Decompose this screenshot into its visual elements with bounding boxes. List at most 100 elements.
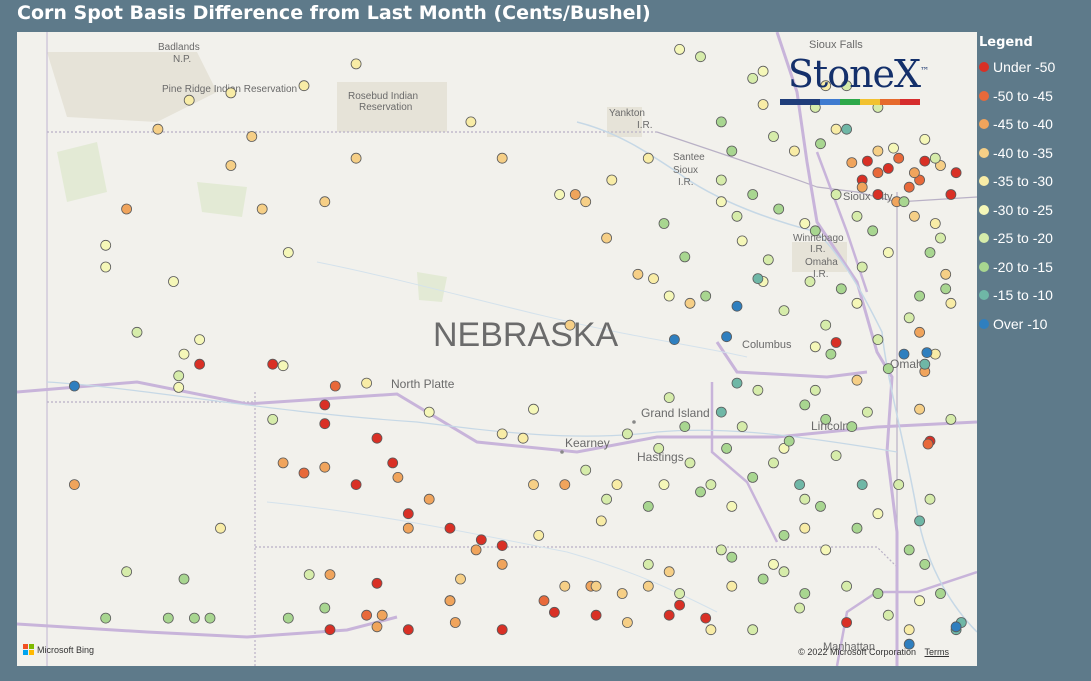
basis-point[interactable] [778, 305, 790, 317]
basis-point[interactable] [921, 347, 933, 359]
basis-point[interactable] [246, 131, 258, 142]
basis-point[interactable] [601, 493, 612, 505]
basis-point[interactable] [392, 471, 404, 483]
basis-point[interactable] [465, 116, 477, 128]
basis-point[interactable] [809, 341, 821, 353]
legend-item[interactable]: -35 to -30 [979, 167, 1089, 196]
basis-point[interactable] [715, 406, 727, 418]
basis-point[interactable] [715, 174, 727, 186]
basis-point[interactable] [622, 428, 633, 440]
basis-point[interactable] [131, 326, 143, 338]
basis-point[interactable] [549, 606, 560, 618]
basis-point[interactable] [225, 87, 237, 99]
basis-point[interactable] [935, 588, 946, 599]
basis-point[interactable] [371, 432, 383, 444]
basis-point[interactable] [820, 544, 832, 556]
basis-point[interactable] [350, 479, 362, 491]
basis-point[interactable] [778, 442, 790, 454]
basis-point[interactable] [371, 577, 383, 589]
basis-point[interactable] [924, 247, 936, 258]
basis-point[interactable] [168, 276, 179, 287]
basis-point[interactable] [674, 43, 685, 55]
basis-point[interactable] [809, 225, 821, 237]
basis-point[interactable] [731, 377, 743, 389]
basis-point[interactable] [277, 360, 289, 372]
basis-point[interactable] [632, 268, 644, 280]
basis-point[interactable] [700, 612, 712, 624]
basis-point[interactable] [726, 551, 738, 563]
basis-point[interactable] [663, 566, 675, 578]
basis-point[interactable] [872, 145, 884, 157]
basis-point[interactable] [799, 493, 811, 505]
basis-point[interactable] [684, 297, 696, 309]
basis-point[interactable] [893, 152, 905, 164]
legend-item[interactable]: Under -50 [979, 53, 1089, 82]
basis-point[interactable] [893, 479, 905, 491]
basis-point[interactable] [945, 413, 957, 425]
basis-point[interactable] [914, 595, 925, 607]
basis-point[interactable] [815, 500, 826, 512]
basis-point[interactable] [752, 384, 764, 396]
basis-point[interactable] [768, 131, 779, 142]
basis-point[interactable] [674, 599, 685, 611]
basis-point[interactable] [851, 522, 863, 534]
basis-point[interactable] [919, 559, 931, 570]
basis-point[interactable] [856, 479, 868, 491]
basis-point[interactable] [590, 609, 602, 621]
basis-point[interactable] [173, 370, 185, 382]
basis-point[interactable] [914, 403, 925, 415]
basis-point[interactable] [69, 380, 80, 392]
basis-point[interactable] [528, 479, 539, 491]
basis-point[interactable] [496, 540, 508, 551]
basis-point[interactable] [830, 123, 842, 135]
basis-point[interactable] [851, 297, 863, 309]
basis-point[interactable] [402, 522, 414, 534]
basis-point[interactable] [935, 232, 946, 244]
basis-point[interactable] [835, 283, 847, 295]
basis-point[interactable] [830, 189, 842, 200]
basis-point[interactable] [194, 358, 206, 370]
basis-point[interactable] [862, 406, 873, 418]
basis-point[interactable] [757, 65, 769, 77]
basis-point[interactable] [423, 406, 435, 418]
basis-point[interactable] [872, 334, 884, 346]
basis-point[interactable] [319, 196, 331, 208]
basis-point[interactable] [69, 479, 80, 491]
basis-point[interactable] [922, 438, 934, 450]
basis-point[interactable] [940, 268, 952, 280]
basis-point[interactable] [475, 534, 487, 546]
basis-point[interactable] [715, 544, 727, 556]
basis-point[interactable] [449, 617, 461, 628]
basis-point[interactable] [100, 612, 112, 624]
basis-point[interactable] [611, 479, 623, 491]
basis-point[interactable] [178, 573, 190, 585]
basis-point[interactable] [841, 80, 852, 92]
basis-point[interactable] [715, 196, 727, 208]
basis-point[interactable] [444, 522, 456, 534]
basis-point[interactable] [183, 94, 195, 106]
basis-point[interactable] [846, 157, 858, 169]
basis-point[interactable] [663, 609, 675, 621]
basis-point[interactable] [559, 479, 571, 491]
basis-point[interactable] [820, 413, 832, 425]
basis-point[interactable] [846, 421, 858, 433]
basis-point[interactable] [768, 457, 779, 469]
basis-point[interactable] [903, 181, 915, 193]
legend-item[interactable]: -15 to -10 [979, 281, 1089, 310]
basis-point[interactable] [715, 116, 727, 128]
basis-point[interactable] [721, 442, 732, 454]
basis-point[interactable] [554, 189, 565, 200]
basis-point[interactable] [762, 254, 774, 266]
legend-item[interactable]: -30 to -25 [979, 196, 1089, 225]
basis-point[interactable] [622, 617, 633, 628]
basis-point[interactable] [851, 374, 863, 386]
basis-point[interactable] [919, 134, 931, 145]
basis-point[interactable] [851, 210, 863, 222]
basis-point[interactable] [929, 218, 941, 229]
basis-point[interactable] [100, 239, 112, 251]
legend-item[interactable]: -50 to -45 [979, 82, 1089, 111]
basis-point[interactable] [361, 609, 373, 621]
basis-point[interactable] [882, 609, 894, 621]
basis-point[interactable] [402, 624, 414, 636]
basis-point[interactable] [882, 363, 894, 375]
